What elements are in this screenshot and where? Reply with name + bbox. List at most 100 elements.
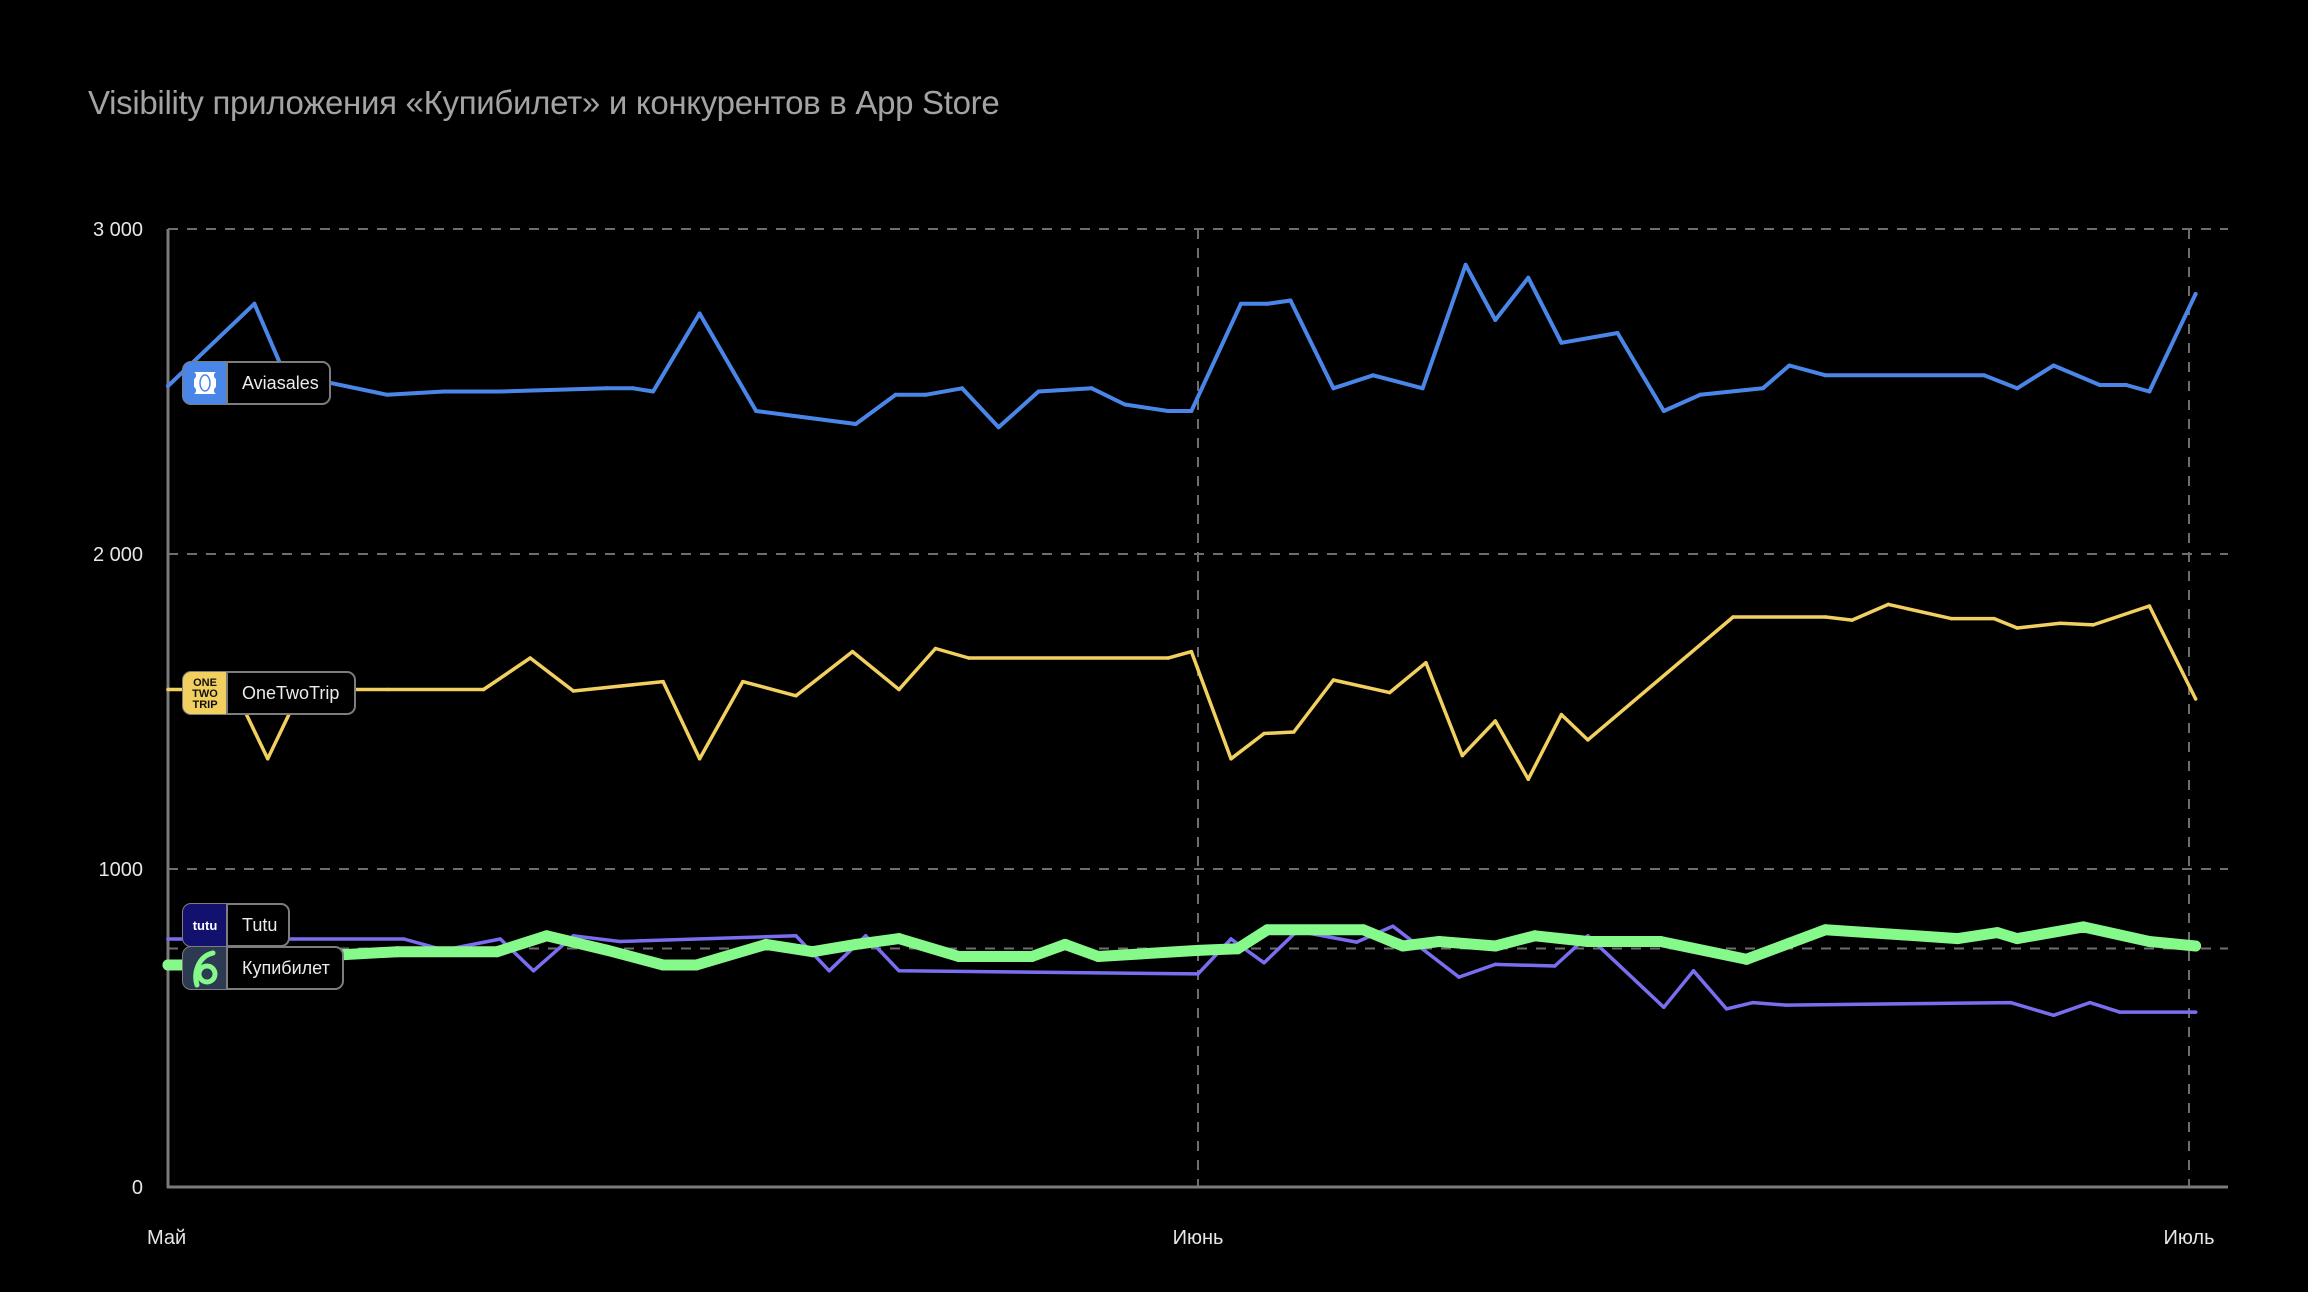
data-point (166, 937, 170, 941)
data-point (1582, 936, 1594, 947)
data-point (1529, 930, 1541, 942)
series-label-badge[interactable]: tutu Tutu (182, 903, 290, 947)
data-point (1698, 392, 1703, 397)
data-point (2058, 621, 2062, 626)
data-point (1166, 656, 1170, 660)
axes (166, 229, 2228, 1189)
data-point (1229, 937, 1233, 941)
data-point (1192, 944, 1204, 956)
series-lines (162, 262, 2202, 1018)
data-point (1662, 1005, 1666, 1010)
data-point (1357, 924, 1369, 936)
data-point (1526, 275, 1531, 280)
data-point (1493, 962, 1498, 967)
data-point (1265, 301, 1270, 306)
data-point (1991, 927, 2003, 939)
series-label-badge[interactable]: Купибилет (182, 946, 344, 990)
x-tick-label: Июль (2163, 1227, 2214, 1249)
data-point (1229, 757, 1233, 761)
data-point (1261, 924, 1273, 936)
data-point (651, 389, 656, 394)
y-tick-labels: 0 1000 2 000 3 000 (93, 219, 143, 1199)
data-point (661, 679, 665, 684)
data-point (1331, 678, 1336, 682)
x-tick-labels: Май Июнь Июль (147, 1227, 2215, 1249)
data-point (1615, 331, 1620, 335)
data-point (1820, 924, 1832, 936)
data-point (2097, 383, 2102, 387)
data-point (2091, 623, 2095, 627)
data-point (1460, 753, 1465, 758)
data-point (1397, 940, 1409, 952)
data-point (571, 689, 576, 693)
data-point (996, 425, 1001, 430)
data-point (2193, 697, 2198, 701)
data-point (1463, 262, 1468, 267)
data-point (1691, 969, 1696, 973)
data-point (1059, 938, 1071, 950)
data-point (1661, 409, 1666, 413)
data-point (601, 944, 613, 956)
data-point (1292, 730, 1296, 734)
data-point (1089, 386, 1094, 391)
data-point (1760, 386, 1765, 391)
series-name: OneTwoTrip (242, 683, 339, 703)
data-point (1949, 616, 1953, 621)
data-point (1992, 616, 1996, 621)
chart-title: Visibility приложения «Купибилет» и конк… (88, 84, 999, 121)
series-line[interactable] (166, 602, 2198, 781)
series-name: Tutu (242, 915, 277, 935)
svg-text:TWO: TWO (192, 688, 218, 700)
data-point (1036, 389, 1041, 394)
data-point (850, 938, 862, 950)
data-point (631, 386, 636, 391)
data-point (966, 656, 971, 660)
data-point (1740, 953, 1752, 965)
data-point (657, 959, 669, 971)
data-point (933, 646, 938, 651)
aviasales-ticket-icon (183, 362, 227, 404)
data-point (2008, 1000, 2013, 1005)
data-point (1489, 940, 1501, 952)
data-point (1751, 1000, 1755, 1005)
y-tick-label: 2 000 (93, 544, 143, 566)
data-point (498, 389, 503, 394)
tutu-logo-icon: tutu (183, 904, 227, 946)
data-point (531, 969, 536, 973)
svg-text:TRIP: TRIP (192, 699, 217, 711)
svg-text:ONE: ONE (193, 677, 217, 689)
data-point (618, 939, 622, 944)
data-point (1424, 660, 1428, 665)
data-point (1784, 1003, 1788, 1007)
series-1 (166, 602, 2198, 781)
data-point (2088, 1000, 2092, 1005)
data-point (853, 422, 858, 426)
data-point (2015, 386, 2020, 391)
series-label-badge[interactable]: Aviasales (182, 361, 331, 405)
data-point (1189, 649, 1194, 654)
data-point (1850, 618, 1854, 622)
data-point (1232, 943, 1244, 955)
data-point (690, 959, 702, 971)
data-point (794, 694, 798, 698)
data-point (863, 934, 868, 938)
data-point (2077, 921, 2089, 933)
data-point (1288, 298, 1293, 303)
data-point (385, 392, 390, 397)
data-point (893, 392, 898, 397)
data-point (1262, 961, 1266, 965)
data-point (1122, 402, 1127, 407)
data-point (2193, 1010, 2198, 1014)
data-point (1559, 712, 1564, 717)
data-point (1092, 951, 1104, 962)
data-point (162, 959, 174, 971)
data-point (1433, 936, 1445, 947)
data-point (1823, 615, 1828, 619)
data-point (1982, 373, 1987, 378)
svg-text:tutu: tutu (193, 918, 218, 933)
y-tick-label: 1000 (99, 859, 144, 881)
data-point (166, 384, 170, 388)
